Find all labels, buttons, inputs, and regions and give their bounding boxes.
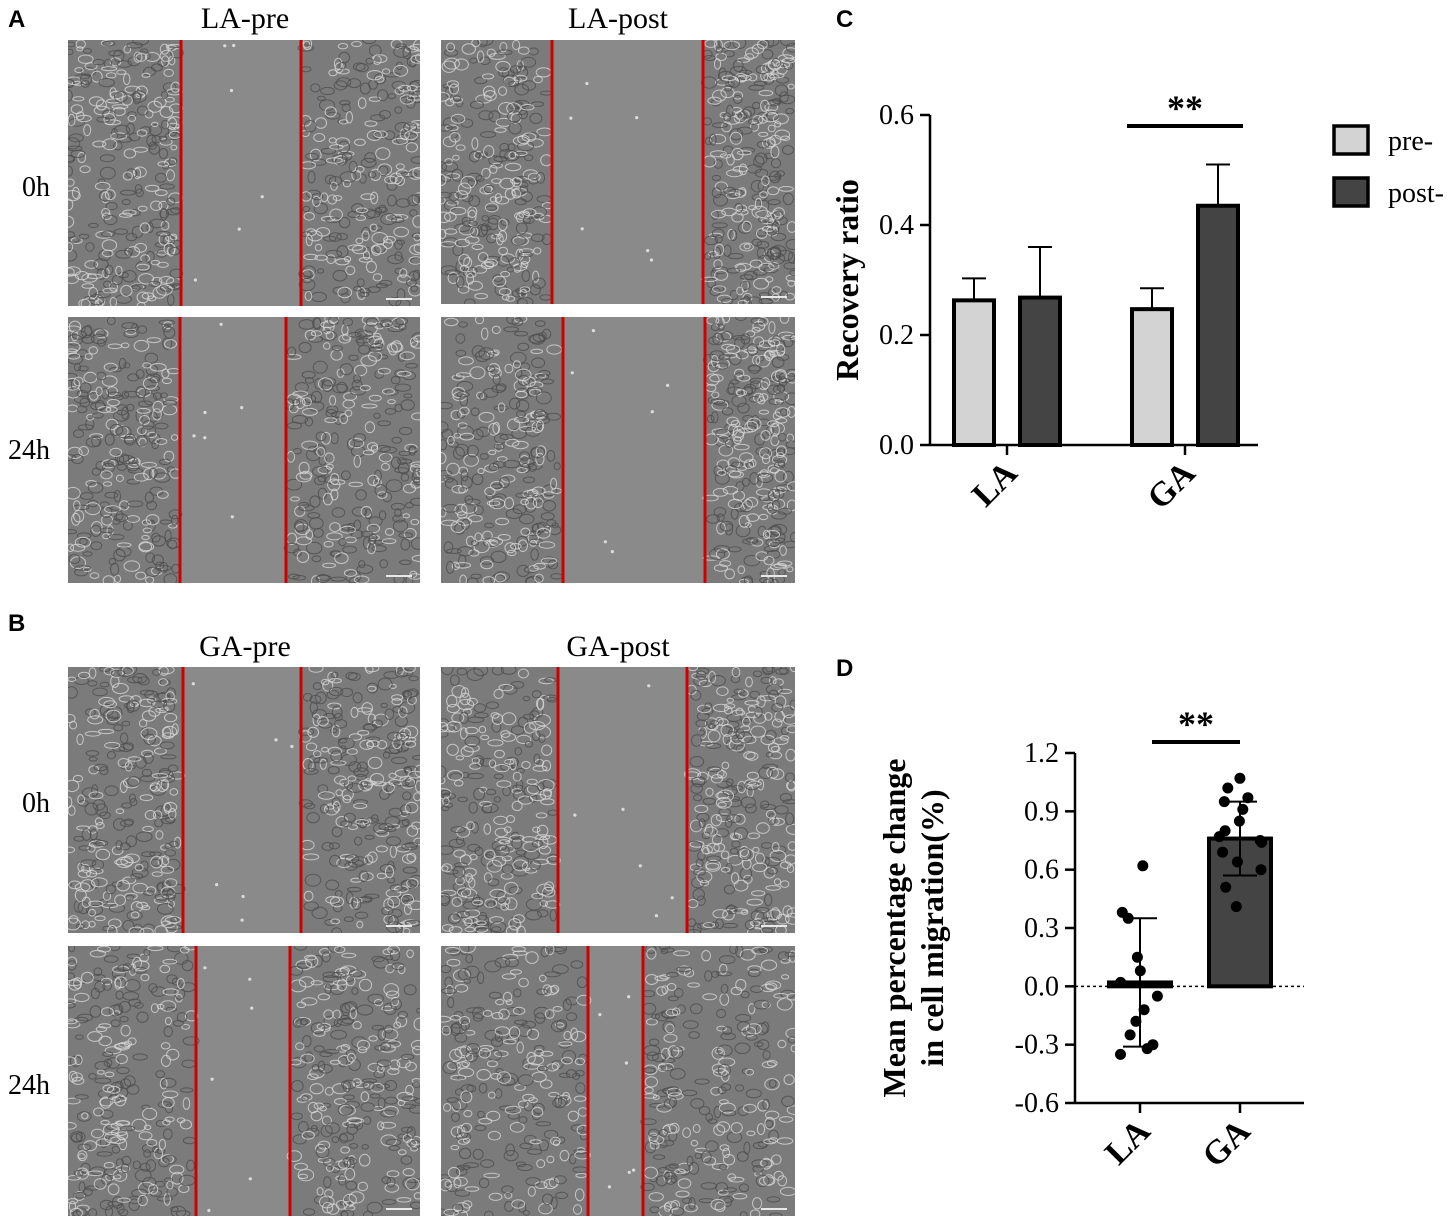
scale-bar [386,575,412,577]
bar-la-pre [952,298,996,447]
data-point-ga [1234,772,1246,784]
bar-ga-post [1196,203,1240,447]
y-tick-label: 0.6 [879,100,914,131]
legend-swatch-post [1332,176,1370,208]
y-axis-label-line-2: in cell migration(%) [914,789,950,1066]
cell-texture [68,317,420,583]
wound-gap [552,40,703,304]
micrograph-ga-post-24h [441,946,795,1216]
panel-letter-c: C [836,6,854,33]
wound-gap [183,667,301,933]
cell-texture [441,40,795,304]
y-tick-label: 0.9 [1024,796,1059,827]
micrograph-la-post-24h [441,317,795,583]
row-label-b-24h: 24h [8,1070,50,1101]
y-tick-label: 0.0 [1024,971,1059,1002]
data-point-ga [1213,831,1225,843]
wound-gap [558,667,687,933]
row-label-b-0h: 0h [22,788,50,819]
bar-ga-pre [1130,307,1174,447]
data-point-la [1115,1048,1126,1060]
chart-c-recovery-ratio: 0.0 0.2 0.4 0.6 Recovery ratio LA GA ** pre-post… [829,88,1444,517]
data-point-la [1134,965,1146,977]
scale-bar [761,1208,787,1210]
micrograph-ga-pre-24h [68,946,420,1216]
data-point-ga [1255,864,1267,876]
y-tick-label: -0.3 [1015,1030,1059,1061]
x-tick-label-la: LA [1098,1112,1158,1172]
significance-label: ** [1167,88,1203,128]
cell-texture [68,946,420,1216]
x-tick-label-la: LA [965,454,1025,514]
micrograph-ga-pre-0h [68,667,420,933]
wound-gap [180,317,286,583]
scale-bar [386,298,412,300]
data-point-la [1131,951,1143,963]
scale-bar [761,575,787,577]
data-point-ga [1256,836,1268,848]
scale-bar [386,925,412,927]
chart-d-migration-change: -0.6 -0.3 0.0 0.3 0.6 0.9 1.2 Mean percentage c… [876,704,1304,1175]
significance-label: ** [1178,704,1214,744]
data-point-ga [1222,782,1234,794]
y-tick-label: -0.6 [1015,1088,1059,1119]
y-tick-label: 0.0 [879,430,914,461]
data-point-la [1130,1015,1142,1027]
y-axis-label: Mean percentage changein cell migration(… [876,759,950,1098]
data-point-ga [1237,803,1249,815]
column-title-la-pre: LA-pre [200,2,290,35]
y-tick-label: 1.2 [1024,738,1059,769]
data-point-la [1137,860,1149,872]
cell-texture [441,946,795,1216]
data-point-la [1115,976,1127,988]
cell-texture [68,40,420,306]
wound-gap [181,40,301,306]
micrograph-la-post-0h [441,40,795,304]
wound-gap [563,317,705,583]
y-tick-label: 0.6 [1024,855,1059,886]
data-point-ga [1230,901,1242,913]
wound-gap [196,946,290,1216]
data-point-ga [1233,815,1245,827]
cell-texture [441,317,795,583]
data-point-ga [1242,792,1254,804]
data-point-ga [1217,846,1229,858]
micrograph-la-pre-24h [68,317,420,583]
data-point-la [1122,912,1134,924]
panel-letter-d: D [836,655,854,682]
legend-label-post: post- [1388,178,1444,209]
panel-letter-b: B [8,610,26,637]
data-point-la [1141,1043,1153,1055]
y-axis-label: Recovery ratio [829,179,865,381]
x-tick-label-ga: GA [1195,1112,1258,1175]
data-point-la [1124,1029,1136,1041]
row-label-a-0h: 0h [22,172,50,203]
y-axis-label-line-1: Mean percentage change [876,759,912,1098]
y-tick-label: 0.2 [879,320,914,351]
data-point-la [1138,1004,1150,1016]
bar-la-post [1018,295,1062,447]
column-title-ga-post: GA-post [566,630,670,663]
x-tick-label-ga: GA [1140,454,1203,517]
wound-gap [588,946,643,1216]
legend-label-pre: pre- [1388,126,1433,157]
data-point-ga [1231,856,1243,868]
cell-texture [68,667,420,933]
micrograph-la-pre-0h [68,40,420,306]
column-title-ga-pre: GA-pre [199,630,291,663]
scale-bar [386,1208,412,1210]
panel-letter-a: A [8,6,26,33]
data-point-la [1151,990,1163,1002]
legend-swatch-pre [1332,124,1370,156]
data-point-ga [1220,881,1232,893]
data-point-ga [1218,796,1230,808]
scale-bar [761,296,787,298]
column-title-la-post: LA-post [568,2,668,35]
y-tick-label: 0.3 [1024,913,1059,944]
row-label-a-24h: 24h [8,435,50,466]
micrograph-ga-post-0h [441,667,795,933]
y-tick-label: 0.4 [879,210,914,241]
scale-bar [761,925,787,927]
